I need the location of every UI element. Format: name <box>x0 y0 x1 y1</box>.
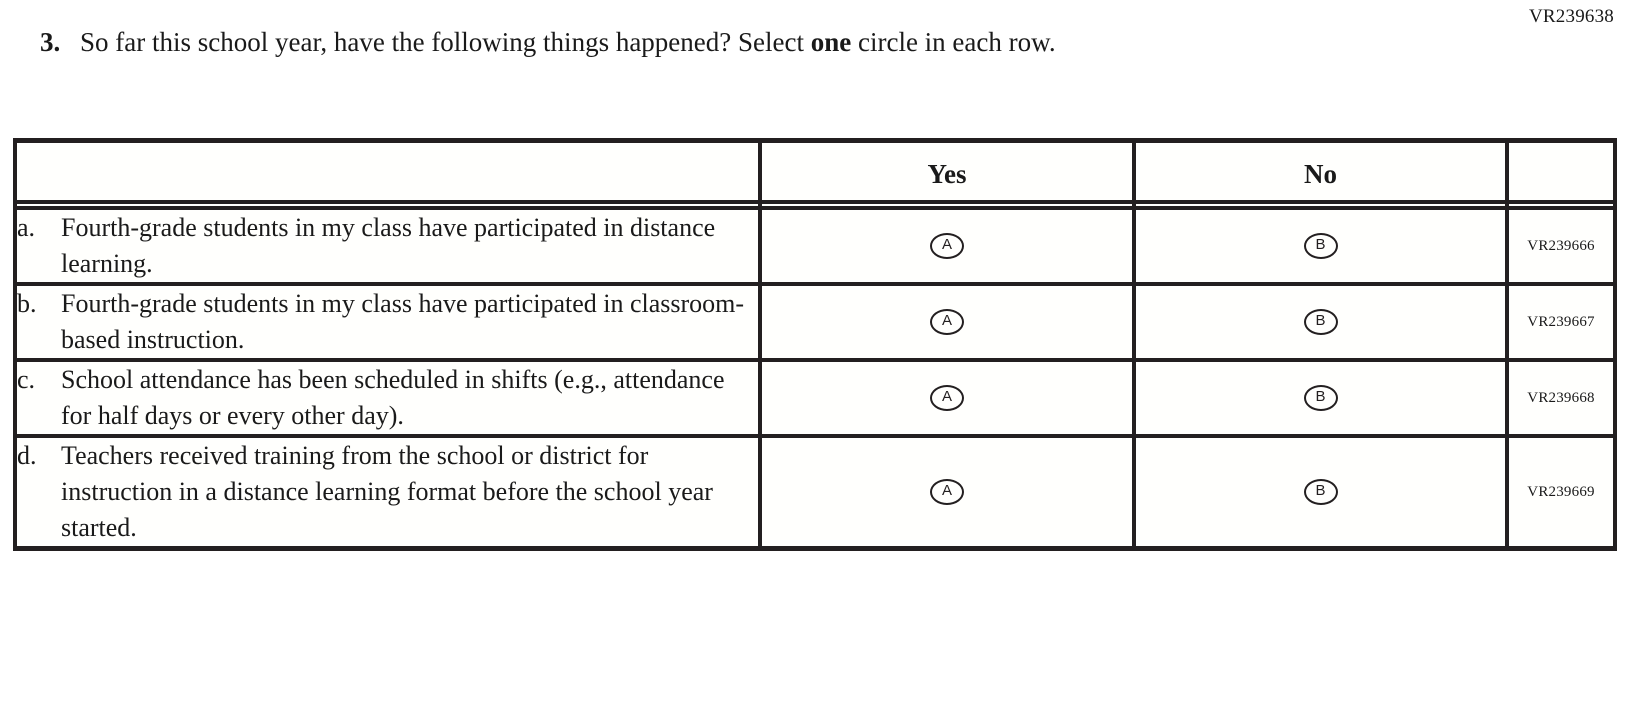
page-variable-code: VR239638 <box>1529 6 1614 27</box>
column-header-no: No <box>1132 138 1509 210</box>
no-cell-a[interactable]: B <box>1132 206 1509 284</box>
bubble-no-c[interactable]: B <box>1303 385 1338 411</box>
column-header-statement <box>13 138 762 210</box>
row-letter-c: c. <box>17 365 36 394</box>
column-header-yes: Yes <box>758 138 1136 210</box>
question-text-part2: circle in each row. <box>851 27 1056 57</box>
bubble-yes-b[interactable]: A <box>930 309 964 335</box>
statement-cell-c: c. School attendance has been scheduled … <box>13 358 762 436</box>
row-letter-b: b. <box>17 289 37 318</box>
no-cell-b[interactable]: B <box>1132 282 1509 360</box>
statement-text-d: Teachers received training from the scho… <box>61 441 713 542</box>
bubble-yes-d[interactable]: A <box>930 479 964 505</box>
bubble-yes-c[interactable]: A <box>930 385 964 411</box>
bubble-no-b[interactable]: B <box>1303 309 1338 335</box>
statement-text-a: Fourth-grade students in my class have p… <box>61 213 716 278</box>
row-letter-d: d. <box>17 441 37 470</box>
table-row: b. Fourth-grade students in my class hav… <box>13 282 1617 360</box>
bubble-yes-a[interactable]: A <box>930 233 964 259</box>
table-row: c. School attendance has been scheduled … <box>13 358 1617 436</box>
yes-cell-c[interactable]: A <box>758 358 1136 436</box>
table-header: Yes No <box>13 138 1617 210</box>
question-text-part1: So far this school year, have the follow… <box>80 27 811 57</box>
row-letter-a: a. <box>17 213 36 242</box>
table-body: a. Fourth-grade students in my class hav… <box>13 206 1617 551</box>
header-double-rule <box>13 200 1613 204</box>
statement-cell-a: a. Fourth-grade students in my class hav… <box>13 206 762 284</box>
variable-code-a: VR239666 <box>1505 206 1617 284</box>
no-cell-c[interactable]: B <box>1132 358 1509 436</box>
no-cell-d[interactable]: B <box>1132 434 1509 551</box>
variable-code-b: VR239667 <box>1505 282 1617 360</box>
question-emphasis: one <box>810 27 852 57</box>
yes-cell-b[interactable]: A <box>758 282 1136 360</box>
question-text: So far this school year, have the follow… <box>80 24 1420 61</box>
question-stem: 3. So far this school year, have the fol… <box>40 24 1420 61</box>
yes-cell-a[interactable]: A <box>758 206 1136 284</box>
response-matrix-table: Yes No a. Fourth-grade students in my cl… <box>13 138 1617 551</box>
table-row: d. Teachers received training from the s… <box>13 434 1617 551</box>
yes-cell-d[interactable]: A <box>758 434 1136 551</box>
column-header-code <box>1505 138 1617 210</box>
table-header-row: Yes No <box>13 138 1617 210</box>
variable-code-c: VR239668 <box>1505 358 1617 436</box>
table-row: a. Fourth-grade students in my class hav… <box>13 206 1617 284</box>
question-number: 3. <box>40 27 61 57</box>
bubble-no-a[interactable]: B <box>1303 233 1338 259</box>
statement-cell-b: b. Fourth-grade students in my class hav… <box>13 282 762 360</box>
variable-code-d: VR239669 <box>1505 434 1617 551</box>
statement-text-b: Fourth-grade students in my class have p… <box>61 289 745 354</box>
statement-cell-d: d. Teachers received training from the s… <box>13 434 762 551</box>
statement-text-c: School attendance has been scheduled in … <box>61 365 725 430</box>
bubble-no-d[interactable]: B <box>1303 479 1338 505</box>
